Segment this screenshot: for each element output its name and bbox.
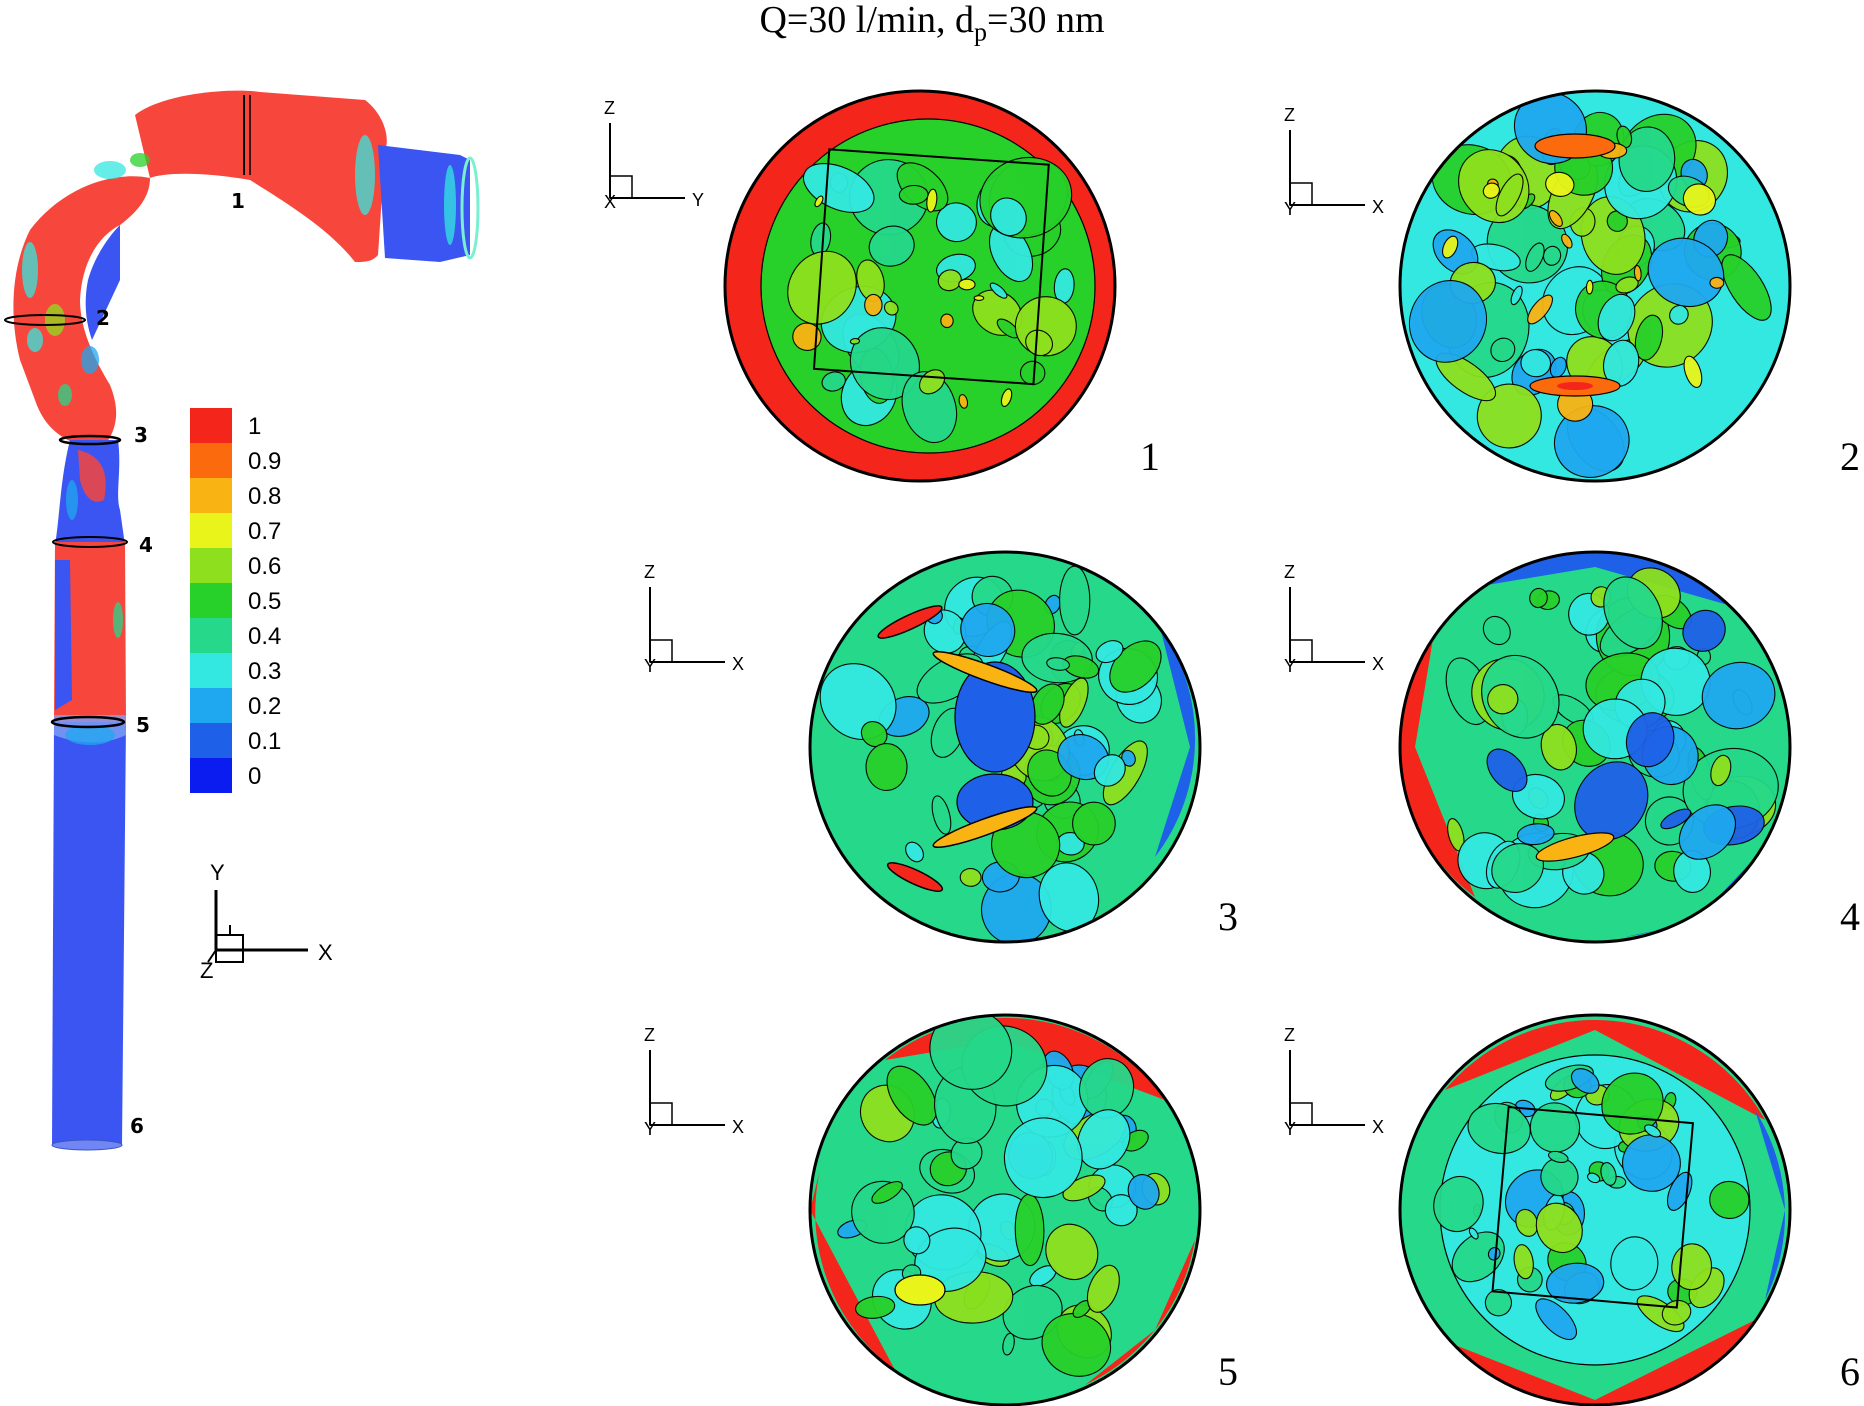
panel-axis-horizontal-label: X	[1372, 654, 1384, 674]
section-outline	[1398, 1013, 1792, 1406]
panel-axis-depth-label: Y	[1284, 199, 1296, 219]
legend-label: 0.6	[248, 553, 281, 580]
legend-swatch	[190, 653, 232, 688]
panel-axis-horizontal-label: X	[1372, 1117, 1384, 1137]
panel-axis-vertical-label: Z	[644, 562, 655, 582]
section-label-1: 1	[231, 189, 245, 213]
main-axis-z-label: Z	[200, 958, 213, 983]
panel-axis-horizontal-label: Y	[692, 190, 704, 210]
trachea-upper	[54, 542, 126, 722]
panel-axis-depth-label: Y	[1284, 656, 1296, 676]
panel-axis-horizontal-label: X	[732, 654, 744, 674]
cross-section-panels: Z Y X 1 Z X Y 2 Z X Y 3 Z X Y 4 Z X Y 5 Z X Y 6	[604, 89, 1860, 1406]
legend-label: 0.7	[248, 518, 281, 545]
legend-label: 0.2	[248, 693, 281, 720]
section-ring-3	[58, 434, 122, 446]
pharynx	[13, 176, 150, 445]
panel-axis-triad: Z Y X	[604, 98, 704, 212]
panel-axis-vertical-label: Z	[604, 98, 615, 118]
cross-section-panel-6: Z X Y 6	[1284, 1013, 1860, 1406]
legend-label: 0.3	[248, 658, 281, 685]
panel-number: 1	[1140, 434, 1160, 479]
panel-number: 5	[1218, 1349, 1238, 1394]
figure-title: Q=30 l/min, dp=30 nm	[759, 0, 1105, 47]
oral-cavity	[135, 90, 387, 262]
panel-axis-triad: Z X Y	[1284, 562, 1384, 676]
legend-label: 0.8	[248, 483, 281, 510]
section-label-5: 5	[136, 713, 150, 737]
legend-swatch	[190, 443, 232, 478]
legend-swatch	[190, 758, 232, 793]
legend-label: 1	[248, 413, 261, 440]
panel-axis-vertical-label: Z	[1284, 1025, 1295, 1045]
legend-swatch	[190, 723, 232, 758]
panel-axis-horizontal-label: X	[732, 1117, 744, 1137]
section-ring-4	[52, 536, 128, 548]
section-ring-5	[50, 715, 126, 729]
section-label-6: 6	[130, 1114, 144, 1138]
panel-number: 3	[1218, 894, 1238, 939]
trachea-upper-blue	[55, 560, 72, 710]
section-ring-6	[51, 1139, 123, 1151]
pharynx-inner	[85, 225, 120, 340]
legend-swatch	[190, 478, 232, 513]
panel-axis-vertical-label: Z	[644, 1025, 655, 1045]
main-axis-triad: Y X Z	[200, 860, 333, 983]
legend-swatch	[190, 548, 232, 583]
panel-axis-depth-label: X	[604, 192, 616, 212]
legend-label: 0.9	[248, 448, 281, 475]
larynx-patch	[78, 450, 106, 502]
cross-section-panel-2: Z X Y 2	[1284, 89, 1860, 483]
section-label-2: 2	[96, 306, 110, 330]
panel-axis-triad: Z X Y	[644, 1025, 744, 1139]
legend-label: 0.5	[248, 588, 281, 615]
cross-section-panel-3: Z X Y 3	[644, 550, 1238, 944]
panel-axis-depth-label: Y	[644, 656, 656, 676]
color-legend: 1 0.9 0.8 0.7 0.6 0.5 0.4 0.3 0.2 0.1 0	[190, 408, 281, 793]
mouth-inlet	[378, 145, 470, 262]
legend-label: 0	[248, 763, 261, 790]
section-outline	[1398, 89, 1792, 483]
legend-swatch	[190, 583, 232, 618]
cross-section-panel-5: Z X Y 5	[644, 1013, 1238, 1406]
section-outline	[808, 1013, 1202, 1406]
panel-number: 4	[1840, 894, 1860, 939]
cross-section-panel-1: Z Y X 1	[604, 89, 1160, 483]
legend-swatch	[190, 408, 232, 443]
panel-number: 6	[1840, 1349, 1860, 1394]
main-axis-y-label: Y	[210, 860, 225, 885]
airway-mottling	[22, 135, 456, 745]
panel-axis-depth-label: Y	[644, 1119, 656, 1139]
panel-axis-horizontal-label: X	[1372, 197, 1384, 217]
section-outline	[1398, 550, 1792, 944]
panel-axis-vertical-label: Z	[1284, 105, 1295, 125]
legend-swatch	[190, 618, 232, 653]
panel-axis-vertical-label: Z	[1284, 562, 1295, 582]
main-axis-x-label: X	[318, 940, 333, 965]
section-label-3: 3	[134, 423, 148, 447]
section-label-4: 4	[139, 533, 153, 557]
legend-swatch	[190, 513, 232, 548]
panel-axis-triad: Z X Y	[1284, 105, 1384, 219]
trachea-lower	[52, 722, 126, 1145]
section-ring-2	[4, 314, 86, 326]
panel-axis-depth-label: Y	[1284, 1119, 1296, 1139]
legend-label: 0.4	[248, 623, 281, 650]
section-outline	[808, 550, 1202, 944]
legend-swatch	[190, 688, 232, 723]
section-labels: 1 2 3 4 5 6	[96, 189, 245, 1138]
section-outline	[723, 89, 1117, 483]
panel-axis-triad: Z X Y	[1284, 1025, 1384, 1139]
panel-axis-triad: Z X Y	[644, 562, 744, 676]
airway-geometry	[4, 90, 480, 1151]
cross-section-panel-4: Z X Y 4	[1284, 550, 1860, 944]
legend-label: 0.1	[248, 728, 281, 755]
inlet-ring	[460, 156, 480, 260]
panel-number: 2	[1840, 434, 1860, 479]
